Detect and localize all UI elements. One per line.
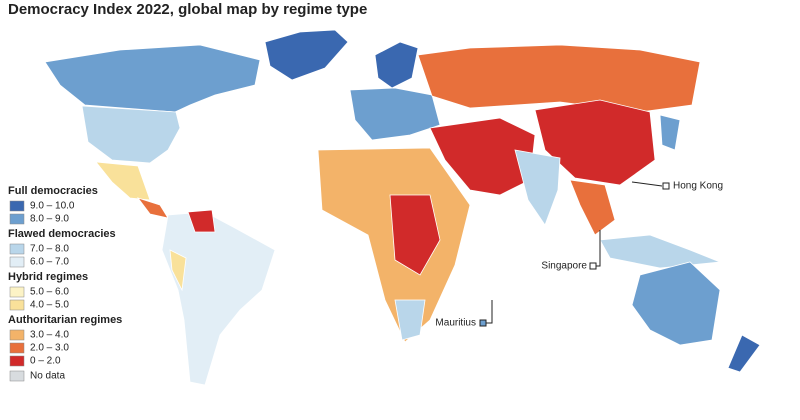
legend-swatch	[9, 286, 25, 298]
callout-box	[662, 182, 670, 190]
legend-label: 2.0 – 3.0	[30, 343, 69, 354]
callout-line	[631, 181, 663, 187]
callout-label: Mauritius	[435, 318, 476, 329]
europe	[349, 87, 441, 141]
canada	[44, 44, 261, 113]
legend: Full democracies 9.0 – 10.0 8.0 – 9.0 Flawe…	[8, 185, 122, 382]
callout-box	[479, 319, 487, 327]
callout-box	[589, 262, 597, 270]
callout-line	[486, 300, 493, 324]
legend-label: 6.0 – 7.0	[30, 257, 69, 268]
legend-swatch	[9, 200, 25, 212]
central-america	[136, 197, 169, 219]
venezuela	[187, 209, 216, 233]
japan-korea	[659, 114, 681, 151]
indonesia	[599, 234, 721, 269]
world-map	[44, 29, 761, 386]
southeast-asia	[569, 179, 616, 236]
china	[534, 99, 656, 186]
legend-swatch	[9, 256, 25, 268]
title: Democracy Index 2022, global map by regi…	[8, 1, 367, 18]
legend-label: 3.0 – 4.0	[30, 330, 69, 341]
legend-label: 9.0 – 10.0	[30, 201, 75, 212]
legend-swatch	[9, 329, 25, 341]
central-africa	[389, 194, 441, 276]
legend-swatch	[9, 342, 25, 354]
legend-heading: Full democracies	[8, 185, 98, 197]
legend-label: 4.0 – 5.0	[30, 300, 69, 311]
legend-label: 5.0 – 6.0	[30, 287, 69, 298]
middle-east	[429, 117, 536, 196]
legend-heading: Flawed democracies	[8, 228, 116, 240]
callout-label: Singapore	[541, 261, 587, 272]
callouts: Hong Kong Singapore Mauritius	[435, 181, 723, 329]
india	[514, 149, 561, 226]
australia	[631, 261, 721, 346]
mexico	[95, 161, 151, 201]
new-zealand	[727, 334, 761, 373]
legend-swatch	[9, 299, 25, 311]
callout-label: Hong Kong	[673, 181, 723, 192]
south-africa	[394, 299, 426, 341]
legend-label: 8.0 – 9.0	[30, 214, 69, 225]
nordics	[374, 41, 419, 89]
russia	[417, 44, 701, 113]
legend-swatch	[9, 370, 25, 382]
greenland	[264, 29, 349, 81]
legend-swatch	[9, 243, 25, 255]
south-america	[161, 211, 276, 386]
legend-heading: Hybrid regimes	[8, 271, 88, 283]
legend-swatch	[9, 213, 25, 225]
legend-label: 0 – 2.0	[30, 356, 61, 367]
legend-heading: Authoritarian regimes	[8, 314, 122, 326]
legend-label: No data	[30, 371, 65, 382]
callout-line	[595, 230, 601, 267]
legend-label: 7.0 – 8.0	[30, 244, 69, 255]
peru	[169, 249, 187, 292]
usa	[81, 105, 181, 164]
legend-swatch	[9, 355, 25, 367]
